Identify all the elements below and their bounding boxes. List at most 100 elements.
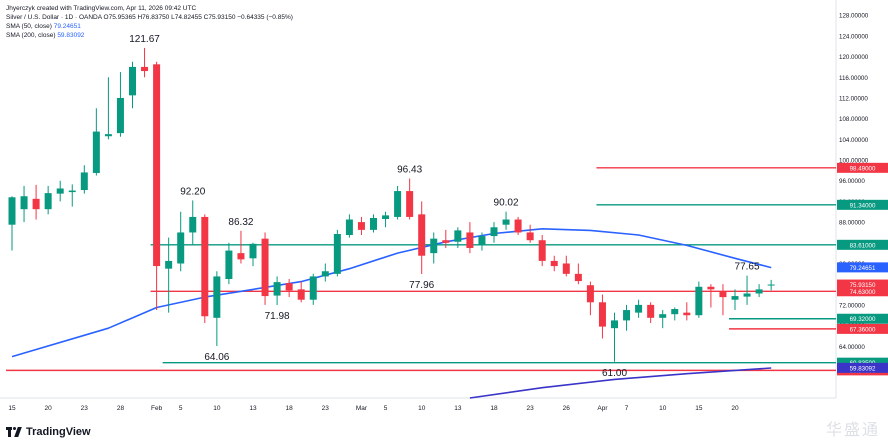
candle-body — [129, 66, 136, 96]
candle-body — [719, 291, 727, 298]
tradingview-logo[interactable]: TradingView — [6, 426, 91, 438]
y-tick-label: 124.00000 — [839, 33, 869, 40]
candle-body — [406, 191, 414, 217]
x-tick-label: 10 — [659, 405, 667, 412]
x-tick-label: 26 — [563, 405, 571, 412]
author-line: Jhyerczyk created with TradingView.com, … — [6, 5, 197, 12]
y-tick-label: 88.00000 — [839, 220, 865, 227]
extreme-price-label: 77.96 — [409, 280, 434, 291]
y-tick-label: 96.00000 — [839, 178, 865, 185]
x-tick-label: 18 — [286, 405, 294, 412]
extreme-price-label: 71.98 — [265, 311, 290, 322]
candle-body — [370, 217, 377, 230]
candle-body — [574, 273, 582, 282]
x-tick-label: 5 — [179, 405, 183, 412]
sma50-label: SMA (50, close) — [6, 23, 52, 30]
x-tick-label: 20 — [45, 405, 53, 412]
current-price-label: 75.93150 — [850, 282, 876, 289]
candle-body — [56, 188, 64, 194]
candle-body — [116, 97, 124, 134]
candle-body — [514, 219, 522, 233]
candle-body — [44, 193, 52, 210]
candle-body — [550, 260, 558, 267]
candle-body — [562, 263, 570, 274]
candle-body — [671, 309, 679, 315]
level-price-tag — [837, 357, 888, 368]
y-tick-label: 128.00000 — [839, 13, 869, 20]
candle-body — [418, 214, 426, 256]
extreme-price-label: 64.06 — [204, 352, 229, 363]
current-price-label: 79.24651 — [850, 265, 876, 272]
y-tick-label: 108.00000 — [839, 116, 869, 123]
candle-body — [237, 253, 245, 260]
candle-body — [466, 232, 474, 248]
tradingview-mark-icon — [6, 427, 22, 437]
candle-body — [297, 289, 305, 300]
x-tick-label: 23 — [322, 405, 330, 412]
level-price-label: 69.32000 — [850, 316, 876, 323]
extreme-price-label: 90.02 — [494, 198, 519, 209]
candle-body — [189, 216, 197, 233]
x-tick-label: 18 — [490, 405, 498, 412]
candle-body — [261, 238, 269, 297]
x-tick-label: 15 — [695, 405, 703, 412]
candle-body — [526, 232, 534, 241]
extreme-price-label: 86.32 — [228, 217, 253, 228]
level-price-tag — [837, 199, 888, 210]
candle-body — [80, 172, 88, 191]
symbol-line: Silver / U.S. Dollar · 1D · OANDA O75.95… — [6, 14, 293, 21]
candle-body — [502, 219, 510, 225]
level-price-tag — [837, 323, 888, 334]
chart-legend: Jhyerczyk created with TradingView.com, … — [6, 4, 293, 40]
candle-body — [442, 240, 450, 243]
candle-body — [731, 296, 739, 300]
y-tick-label: 116.00000 — [839, 75, 868, 82]
candle-body — [490, 227, 498, 237]
candle-body — [285, 283, 293, 291]
candle-body — [141, 66, 149, 72]
candle-body — [92, 131, 100, 173]
candle-body — [201, 216, 209, 317]
candle-body — [165, 260, 173, 269]
candle-body — [345, 219, 353, 236]
y-tick-label: 72.00000 — [839, 302, 865, 309]
x-tick-label: Mar — [356, 405, 368, 412]
level-price-label: 74.63000 — [850, 289, 876, 296]
x-tick-label: 5 — [384, 405, 388, 412]
x-tick-label: Apr — [597, 405, 608, 412]
sma50-line — [11, 228, 772, 358]
level-price-label: 98.49000 — [850, 165, 876, 172]
x-tick-label: 10 — [213, 405, 221, 412]
candle-body — [538, 240, 546, 261]
candle-body — [598, 302, 606, 327]
level-price-label: 83.61000 — [850, 242, 876, 249]
candle-body — [635, 304, 643, 313]
y-tick-label: 104.00000 — [839, 137, 869, 144]
x-tick-label: 20 — [731, 405, 739, 412]
candle-body — [743, 293, 751, 297]
x-tick-label: 23 — [527, 405, 535, 412]
level-price-tag — [837, 313, 888, 324]
candle-body — [683, 312, 691, 316]
level-price-tag — [837, 286, 888, 297]
candle-body — [647, 304, 655, 318]
candle-body — [273, 282, 281, 296]
candle-body — [478, 236, 486, 246]
extreme-price-label: 96.43 — [397, 164, 422, 175]
current-price-label: 59.83092 — [850, 365, 876, 372]
sma50-value: 79.24651 — [53, 23, 81, 30]
current-price-tag — [837, 362, 888, 373]
candle-body — [586, 285, 594, 303]
y-tick-label: 100.00000 — [839, 158, 869, 165]
candle-body — [611, 320, 618, 329]
x-tick-label: 7 — [625, 405, 629, 412]
candle-body — [394, 191, 402, 217]
candle-body — [104, 134, 112, 137]
candle-body — [623, 310, 631, 321]
extreme-price-label: 61.00 — [602, 368, 627, 379]
x-tick-label: 23 — [81, 405, 89, 412]
x-tick-label: 28 — [117, 405, 125, 412]
candle-body — [249, 243, 257, 259]
candle-body — [659, 314, 667, 318]
